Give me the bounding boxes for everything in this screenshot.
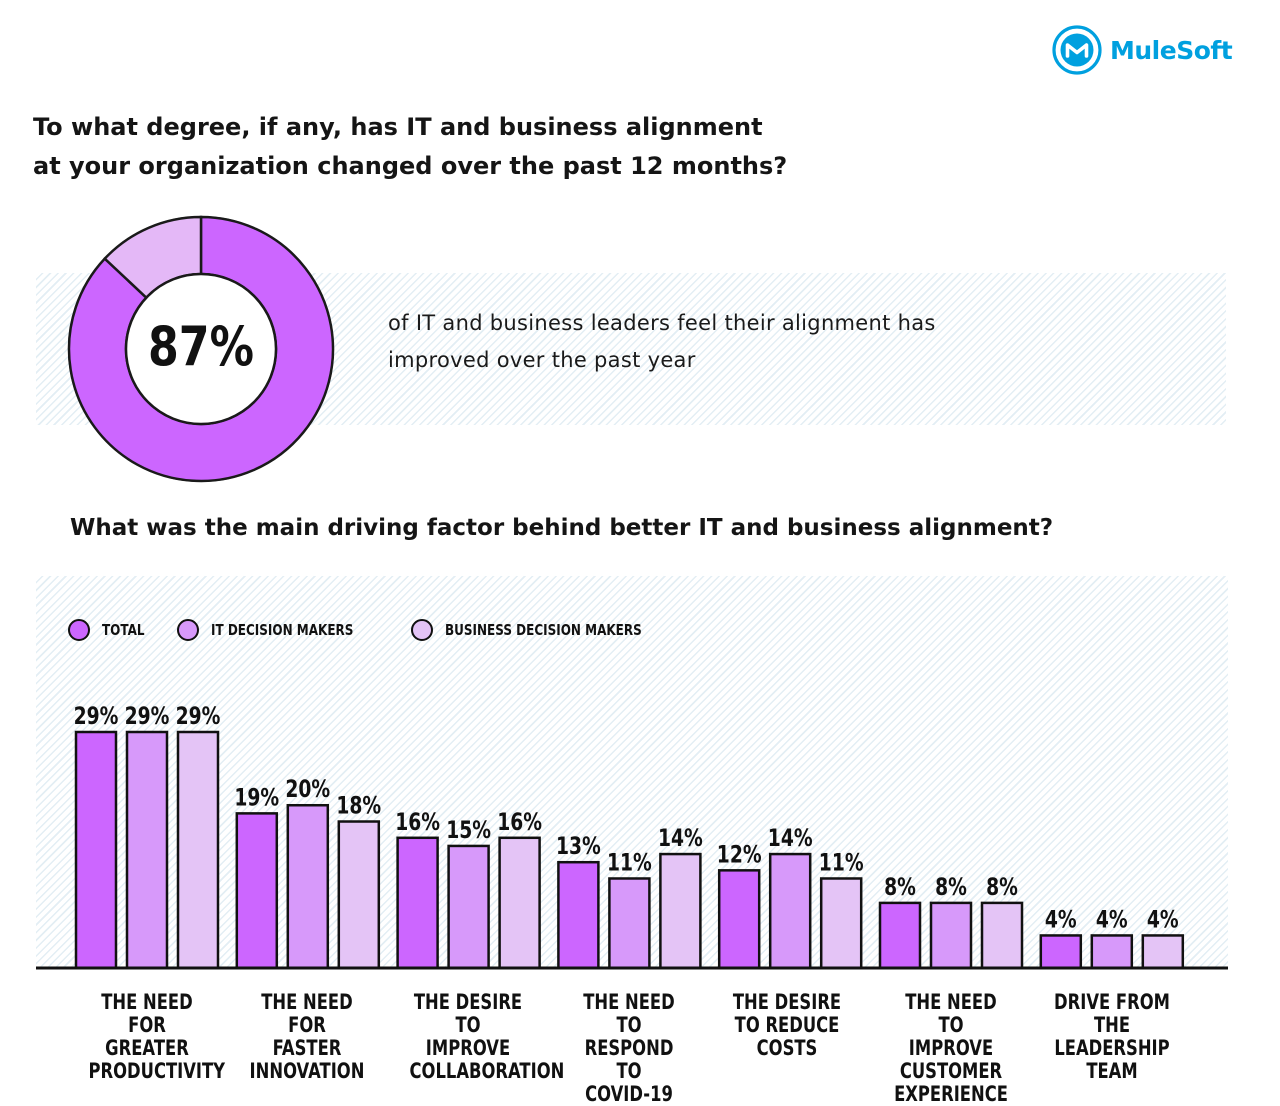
mulesoft-m-icon bbox=[1052, 25, 1102, 75]
bar-value-label-total-1: 29% bbox=[74, 703, 119, 731]
bar-total-3 bbox=[396, 836, 439, 970]
bar-value-label-it-decision-makers-3: 15% bbox=[446, 817, 491, 845]
bar-value-label-business-decision-makers-7: 4% bbox=[1147, 906, 1179, 934]
category-label-innovation: THE NEED FOR FASTER INNOVATION bbox=[249, 990, 365, 1083]
bar-business-decision-makers-2 bbox=[337, 820, 381, 970]
mulesoft-logo: MuleSoft bbox=[1052, 24, 1233, 76]
bar-value-label-it-decision-makers-2: 20% bbox=[285, 776, 330, 804]
bar-it-decision-makers-2 bbox=[286, 803, 330, 970]
bar-business-decision-makers-5 bbox=[819, 877, 863, 970]
bar-value-label-total-5: 12% bbox=[717, 841, 762, 869]
legend-label-it-decision-makers: IT DECISION MAKERS bbox=[211, 621, 354, 639]
bar-value-label-total-6: 8% bbox=[884, 874, 916, 902]
bar-total-2 bbox=[235, 812, 279, 970]
bar-value-label-business-decision-makers-1: 29% bbox=[176, 703, 221, 731]
bar-value-label-it-decision-makers-6: 8% bbox=[935, 874, 967, 902]
bar-value-label-total-4: 13% bbox=[556, 833, 601, 861]
category-label-costs: THE DESIRE TO REDUCE COSTS bbox=[732, 990, 842, 1060]
bar-total-5 bbox=[717, 869, 761, 970]
legend-swatch-business-decision-makers bbox=[411, 619, 434, 641]
question-driving-factor: What was the main driving factor behind … bbox=[70, 515, 1054, 541]
bar-business-decision-makers-3 bbox=[498, 836, 541, 970]
bar-value-label-business-decision-makers-6: 8% bbox=[986, 874, 1018, 902]
legend-label-total: TOTAL bbox=[102, 621, 145, 639]
bar-value-label-business-decision-makers-4: 14% bbox=[658, 825, 703, 853]
category-label-productivity: THE NEED FOR GREATER PRODUCTIVITY bbox=[88, 990, 226, 1083]
bar-value-label-business-decision-makers-2: 18% bbox=[336, 792, 381, 820]
bar-value-label-it-decision-makers-4: 11% bbox=[607, 849, 652, 877]
brand-name: MuleSoft bbox=[1110, 35, 1233, 65]
bar-it-decision-makers-7 bbox=[1090, 934, 1134, 970]
category-label-covid: THE NEED TO RESPOND TO COVID-19 bbox=[583, 990, 675, 1106]
stat-description: of IT and business leaders feel their al… bbox=[388, 311, 936, 372]
bar-value-label-total-7: 4% bbox=[1045, 906, 1077, 934]
bar-value-label-it-decision-makers-5: 14% bbox=[768, 825, 813, 853]
bar-business-decision-makers-4 bbox=[659, 852, 702, 970]
bar-value-label-it-decision-makers-1: 29% bbox=[125, 703, 170, 731]
donut-chart bbox=[67, 215, 335, 483]
bar-it-decision-makers-1 bbox=[125, 730, 169, 970]
legend-swatch-total bbox=[68, 619, 90, 641]
stat-value: 87% bbox=[147, 315, 254, 378]
category-label-collaboration: THE DESIRE TO IMPROVE COLLABORATION bbox=[409, 990, 565, 1083]
bar-value-label-business-decision-makers-3: 16% bbox=[497, 809, 542, 837]
bar-total-4 bbox=[557, 860, 600, 970]
bar-total-6 bbox=[878, 901, 922, 970]
bar-value-label-it-decision-makers-7: 4% bbox=[1096, 906, 1128, 934]
legend-swatch-it-decision-makers bbox=[177, 619, 200, 641]
bar-it-decision-makers-4 bbox=[608, 877, 651, 970]
legend-item-it-decision-makers: IT DECISION MAKERS bbox=[177, 619, 389, 641]
legend-item-business-decision-makers: BUSINESS DECISION MAKERS bbox=[411, 619, 691, 641]
bar-value-label-total-2: 19% bbox=[234, 784, 279, 812]
chart-legend: TOTAL IT DECISION MAKERS BUSINESS DECISI… bbox=[68, 615, 713, 645]
bar-business-decision-makers-7 bbox=[1141, 934, 1185, 970]
legend-label-business-decision-makers: BUSINESS DECISION MAKERS bbox=[445, 621, 642, 639]
bar-it-decision-makers-5 bbox=[768, 852, 812, 970]
category-label-leadership: DRIVE FROM THE LEADERSHIP TEAM bbox=[1054, 990, 1170, 1083]
bar-total-7 bbox=[1039, 934, 1083, 970]
bar-it-decision-makers-3 bbox=[447, 844, 490, 970]
category-label-customer-experience: THE NEED TO IMPROVE CUSTOMER EXPERIENCE bbox=[894, 990, 1008, 1106]
legend-item-total: TOTAL bbox=[68, 619, 155, 641]
question-alignment-change: To what degree, if any, has IT and busin… bbox=[33, 113, 788, 180]
bar-total-1 bbox=[74, 730, 118, 970]
bar-value-label-business-decision-makers-5: 11% bbox=[819, 849, 864, 877]
bar-business-decision-makers-1 bbox=[176, 730, 220, 970]
bar-it-decision-makers-6 bbox=[929, 901, 973, 970]
bar-value-label-total-3: 16% bbox=[395, 809, 440, 837]
bar-business-decision-makers-6 bbox=[980, 901, 1024, 970]
